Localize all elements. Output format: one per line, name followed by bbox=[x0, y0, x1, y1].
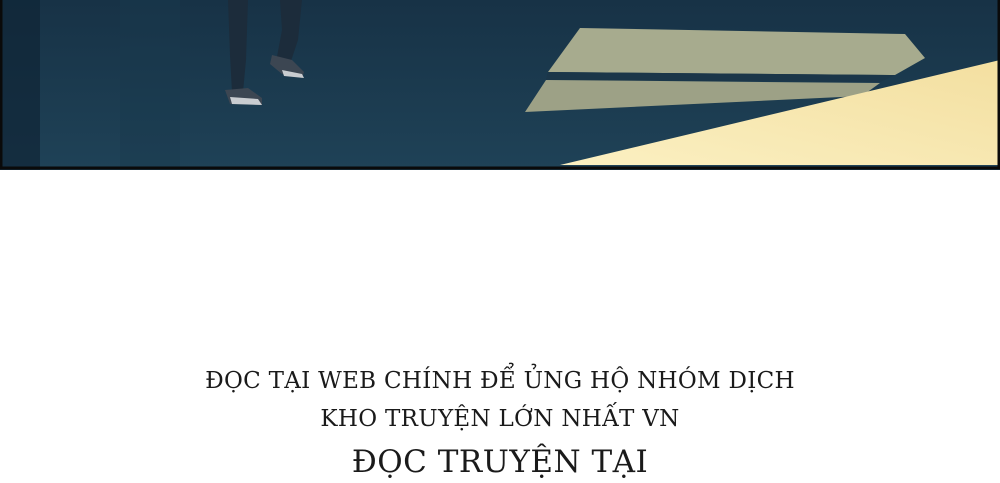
credit-line-library: KHO TRUYỆN LỚN NHẤT VN bbox=[0, 406, 1000, 432]
credit-line-read-official: ĐỌC TẠI WEB CHÍNH ĐỂ ỦNG HỘ NHÓM DỊCH bbox=[0, 368, 1000, 394]
stone-slab bbox=[548, 28, 925, 75]
credit-line-read-at: ĐỌC TRUYỆN TẠI bbox=[0, 444, 1000, 480]
comic-panel bbox=[0, 0, 1000, 170]
